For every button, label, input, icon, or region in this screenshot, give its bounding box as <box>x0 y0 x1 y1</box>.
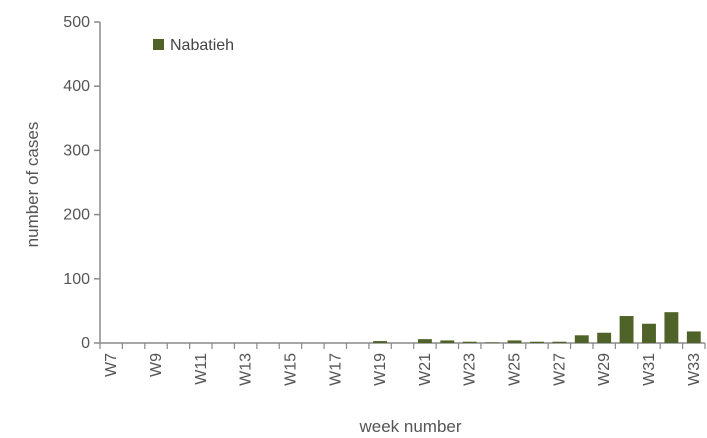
bar-W28 <box>574 335 589 343</box>
bar-W19 <box>373 341 388 343</box>
ticks <box>94 21 706 349</box>
x-tick-label: W9 <box>148 353 165 377</box>
x-tick-label: W21 <box>417 353 434 386</box>
bar-W27 <box>552 341 567 343</box>
x-tick-label: W19 <box>372 353 389 386</box>
x-tick-label: W27 <box>551 353 568 386</box>
x-tick-label: W7 <box>103 353 120 377</box>
y-tick-label: 0 <box>81 335 90 352</box>
bar-W22 <box>440 340 455 343</box>
y-tick-label: 400 <box>63 78 90 95</box>
tick-labels: 0 100 200 300 400 500 W7 W9 W11 W13 W15 W17 W19 W21 W2… <box>63 14 702 386</box>
x-tick-label: W15 <box>282 353 299 386</box>
y-axis-title: number of cases <box>23 122 42 248</box>
x-tick-label: W13 <box>238 353 255 386</box>
bar-W33 <box>686 331 701 343</box>
bar-W21 <box>417 339 432 343</box>
bar-W24 <box>485 342 500 343</box>
legend: Nabatieh <box>153 37 234 54</box>
bar-W23 <box>462 341 477 343</box>
x-tick-label: W33 <box>686 353 703 386</box>
legend-swatch <box>153 39 164 50</box>
x-axis-title: week number <box>358 417 461 436</box>
x-tick-label: W25 <box>507 353 524 386</box>
bar-W30 <box>619 316 634 343</box>
x-tick-label: W31 <box>641 353 658 386</box>
bar-W25 <box>507 340 522 343</box>
y-tick-label: 300 <box>63 142 90 159</box>
y-tick-label: 200 <box>63 207 90 224</box>
x-tick-label: W23 <box>462 353 479 386</box>
x-tick-label: W17 <box>327 353 344 386</box>
bars <box>373 312 701 343</box>
bar-W26 <box>529 341 544 343</box>
bar-W31 <box>642 323 656 343</box>
bar-W32 <box>664 312 679 343</box>
bar-W29 <box>597 332 612 343</box>
legend-label: Nabatieh <box>170 37 234 54</box>
x-tick-label: W11 <box>193 353 210 385</box>
y-tick-label: 100 <box>63 271 90 288</box>
x-tick-label: W29 <box>596 353 613 386</box>
y-tick-label: 500 <box>63 14 90 31</box>
